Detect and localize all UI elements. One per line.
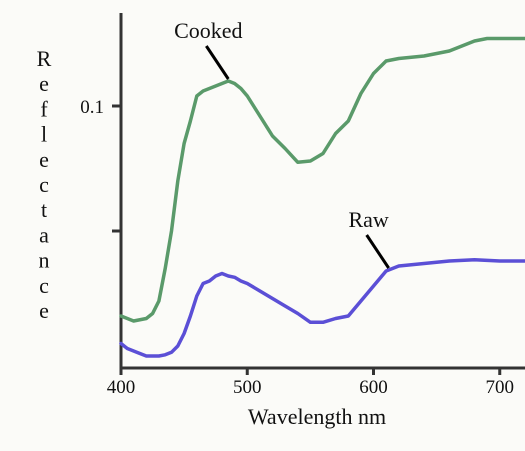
series-line-raw	[119, 258, 525, 358]
x-tick-label: 600	[359, 377, 388, 398]
annotation-leader	[365, 234, 390, 269]
y-tick-label: 0.1	[80, 97, 104, 118]
x-axis-label: Wavelength nm	[248, 404, 386, 429]
ticks	[112, 104, 502, 375]
annotation-label-raw: Raw	[348, 207, 388, 232]
series-line-cooked	[119, 36, 525, 323]
x-tick-label: 500	[233, 377, 262, 398]
tick-labels: 400 500 600 700 0.1	[80, 97, 514, 398]
annotation-label-cooked: Cooked	[174, 18, 242, 43]
annotation-leader	[205, 45, 230, 80]
axes	[119, 13, 525, 370]
x-tick-label: 700	[486, 377, 515, 398]
annotations: Cooked Raw	[174, 18, 390, 269]
x-tick-label: 400	[107, 377, 136, 398]
series-lines	[119, 36, 525, 358]
